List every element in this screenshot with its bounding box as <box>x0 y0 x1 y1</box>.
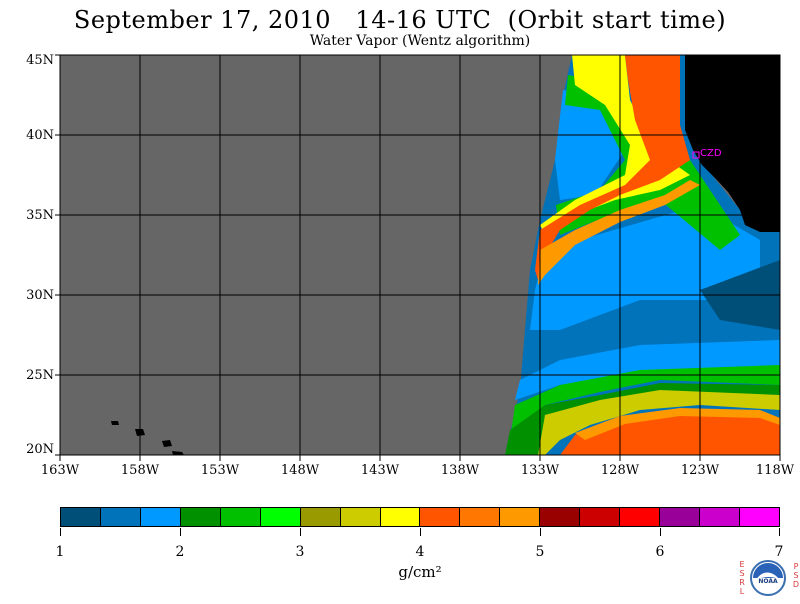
map-frame <box>59 54 781 456</box>
colorbar-label: 2 <box>175 544 185 560</box>
noaa-emblem-icon: NOAA <box>750 560 786 596</box>
colorbar <box>60 507 780 527</box>
lat-label: 20N <box>26 442 54 457</box>
island-hawaii <box>172 451 184 455</box>
colorbar-tick <box>180 528 181 536</box>
colorbar-segment <box>540 508 581 526</box>
lon-label: 153W <box>200 463 240 478</box>
lat-lon-grid <box>60 55 780 455</box>
colorbar-units: g/cm² <box>398 563 442 581</box>
lon-label: 163W <box>40 463 80 478</box>
svg-text:NOAA: NOAA <box>758 578 778 585</box>
lon-label: 118W <box>755 463 795 478</box>
lon-label: 143W <box>360 463 400 478</box>
colorbar-segment <box>460 508 501 526</box>
lat-label: 30N <box>26 288 54 303</box>
colorbar-segment <box>620 508 661 526</box>
station-label: CZD <box>700 148 722 159</box>
station-marker <box>692 151 700 159</box>
colorbar-segment <box>140 508 181 526</box>
map-title: September 17, 2010 14-16 UTC (Orbit star… <box>73 6 727 34</box>
colorbar-label: 6 <box>655 544 665 560</box>
colorbar-tick <box>420 528 421 536</box>
map-subtitle: Water Vapor (Wentz algorithm) <box>309 33 531 49</box>
colorbar-segment <box>61 508 101 526</box>
lat-label: 25N <box>26 368 54 383</box>
axis-ticks <box>55 54 781 461</box>
colorbar-segment <box>180 508 221 526</box>
colorbar-tick <box>60 528 61 536</box>
lon-label: 128W <box>600 463 640 478</box>
colorbar-segment <box>420 508 461 526</box>
colorbar-segment <box>739 508 779 526</box>
colorbar-segment <box>380 508 421 526</box>
colorbar-tick <box>660 528 661 536</box>
colorbar-label: 7 <box>774 544 784 560</box>
lat-label: 35N <box>26 208 54 223</box>
colorbar-tick <box>540 528 541 536</box>
colorbar-segment <box>260 508 301 526</box>
lon-label: 158W <box>120 463 160 478</box>
colorbar-label: 4 <box>415 544 425 560</box>
colorbar-segment <box>220 508 261 526</box>
colorbar-label: 3 <box>295 544 305 560</box>
lat-label: 45N <box>26 53 54 68</box>
colorbar-segment <box>580 508 621 526</box>
band-lightblue-mid <box>530 205 760 330</box>
land-california <box>685 55 780 232</box>
colorbar-tick <box>300 528 301 536</box>
band-darkgreen-south <box>505 383 780 455</box>
lon-label: 133W <box>520 463 560 478</box>
colorbar-segment <box>340 508 381 526</box>
colorbar-segment <box>100 508 141 526</box>
lon-label: 148W <box>280 463 320 478</box>
colorbar-segment <box>700 508 740 526</box>
colorbar-label: 1 <box>55 544 65 560</box>
band-orange-south-edge <box>575 408 780 440</box>
lon-label: 123W <box>680 463 720 478</box>
band-yellow-south <box>538 390 780 455</box>
band-green-south <box>510 365 780 440</box>
colorbar-tick <box>779 528 780 536</box>
lon-label: 138W <box>440 463 480 478</box>
colorbar-segment <box>500 508 541 526</box>
colorbar-segment <box>660 508 700 526</box>
band-yellow-north <box>540 55 690 235</box>
island-kauai <box>111 421 119 425</box>
band-orange-north <box>535 55 690 280</box>
colorbar-label: 5 <box>535 544 545 560</box>
band-orange-mid-strip <box>538 180 700 285</box>
lat-label: 40N <box>26 128 54 143</box>
island-maui <box>162 440 172 447</box>
colorbar-segment <box>300 508 341 526</box>
